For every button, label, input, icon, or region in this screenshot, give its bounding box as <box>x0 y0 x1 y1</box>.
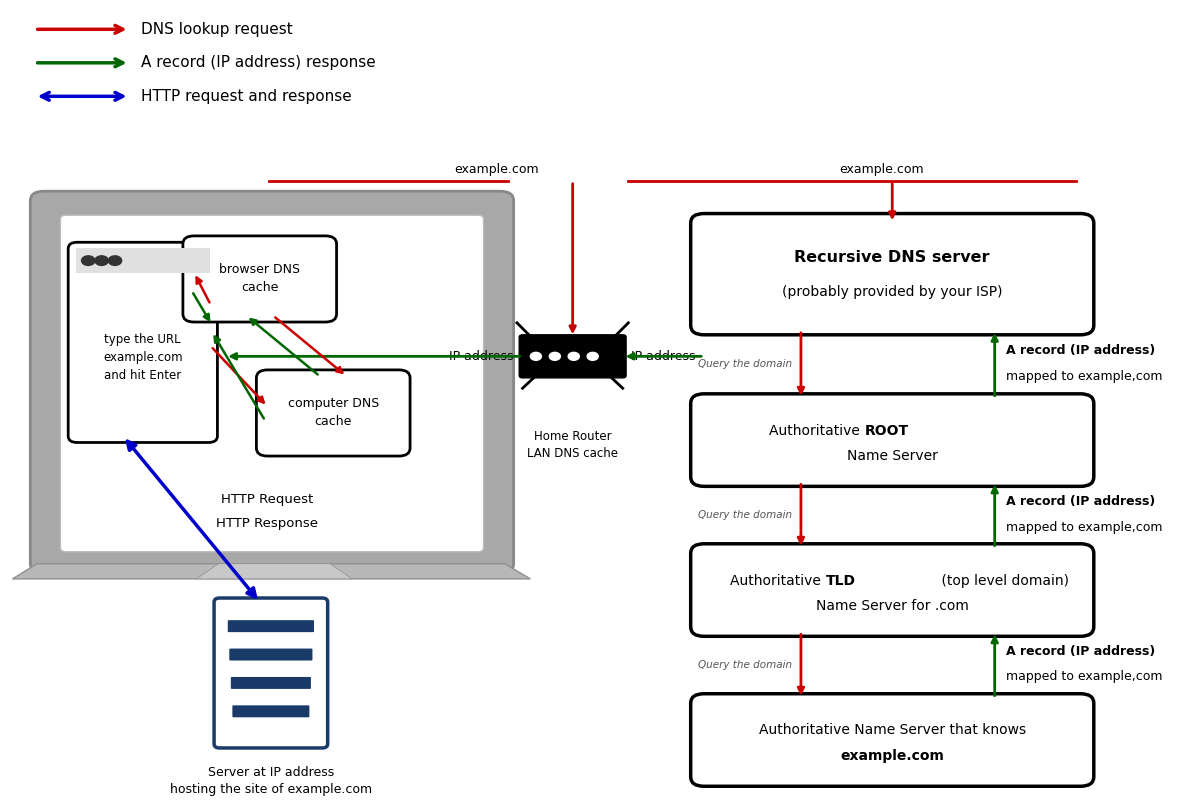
Text: mapped to example,com: mapped to example,com <box>1006 369 1163 383</box>
FancyBboxPatch shape <box>231 677 311 689</box>
Text: Recursive DNS server: Recursive DNS server <box>795 250 990 266</box>
Circle shape <box>530 353 542 361</box>
Text: Authoritative: Authoritative <box>730 573 826 588</box>
Text: A record (IP address): A record (IP address) <box>1006 645 1155 658</box>
Text: (top level domain): (top level domain) <box>937 573 1068 588</box>
Text: mapped to example,com: mapped to example,com <box>1006 671 1163 683</box>
FancyBboxPatch shape <box>691 694 1094 786</box>
Text: Query the domain: Query the domain <box>698 359 793 369</box>
Text: example.com: example.com <box>840 749 944 763</box>
Circle shape <box>95 256 109 266</box>
Text: DNS lookup request: DNS lookup request <box>141 22 292 37</box>
FancyBboxPatch shape <box>60 215 484 551</box>
FancyBboxPatch shape <box>519 335 626 378</box>
FancyBboxPatch shape <box>691 213 1094 335</box>
Circle shape <box>549 353 561 361</box>
Circle shape <box>568 353 580 361</box>
Text: type the URL
example.com
and hit Enter: type the URL example.com and hit Enter <box>103 333 182 382</box>
Text: Query the domain: Query the domain <box>698 660 793 670</box>
FancyBboxPatch shape <box>183 236 337 322</box>
FancyBboxPatch shape <box>691 394 1094 486</box>
FancyBboxPatch shape <box>214 598 328 748</box>
Circle shape <box>82 256 95 266</box>
Text: HTTP Request: HTTP Request <box>221 493 313 506</box>
Text: TLD: TLD <box>826 573 855 588</box>
Text: example.com: example.com <box>839 163 924 176</box>
Text: Name Server for .com: Name Server for .com <box>816 599 969 613</box>
Text: Authoritative: Authoritative <box>769 423 865 438</box>
Text: A record (IP address): A record (IP address) <box>1006 345 1155 357</box>
Text: HTTP Response: HTTP Response <box>216 518 318 530</box>
Text: Name Server: Name Server <box>847 449 938 463</box>
Text: IP address: IP address <box>631 350 696 363</box>
Text: A record (IP address): A record (IP address) <box>1006 495 1155 508</box>
FancyBboxPatch shape <box>232 705 310 717</box>
Circle shape <box>109 256 122 266</box>
Text: computer DNS
cache: computer DNS cache <box>287 398 379 428</box>
FancyBboxPatch shape <box>691 544 1094 636</box>
Text: HTTP request and response: HTTP request and response <box>141 89 351 104</box>
Text: example.com: example.com <box>454 163 539 176</box>
Polygon shape <box>196 564 353 579</box>
Text: Authoritative Name Server that knows: Authoritative Name Server that knows <box>758 724 1026 737</box>
Text: ROOT: ROOT <box>865 423 909 438</box>
FancyBboxPatch shape <box>228 620 313 632</box>
Text: Home Router
LAN DNS cache: Home Router LAN DNS cache <box>528 430 619 460</box>
FancyBboxPatch shape <box>69 242 218 443</box>
Text: IP address: IP address <box>450 350 513 363</box>
Circle shape <box>587 353 599 361</box>
Text: (probably provided by your ISP): (probably provided by your ISP) <box>782 284 1002 299</box>
Text: A record (IP address) response: A record (IP address) response <box>141 56 375 70</box>
Text: Query the domain: Query the domain <box>698 510 793 520</box>
Text: Server at IP address
hosting the site of example.com: Server at IP address hosting the site of… <box>170 766 371 796</box>
Polygon shape <box>13 564 530 579</box>
Text: mapped to example,com: mapped to example,com <box>1006 521 1163 534</box>
FancyBboxPatch shape <box>76 248 209 274</box>
FancyBboxPatch shape <box>230 649 312 661</box>
FancyBboxPatch shape <box>257 369 411 456</box>
FancyBboxPatch shape <box>31 192 513 573</box>
Text: browser DNS
cache: browser DNS cache <box>219 263 300 295</box>
